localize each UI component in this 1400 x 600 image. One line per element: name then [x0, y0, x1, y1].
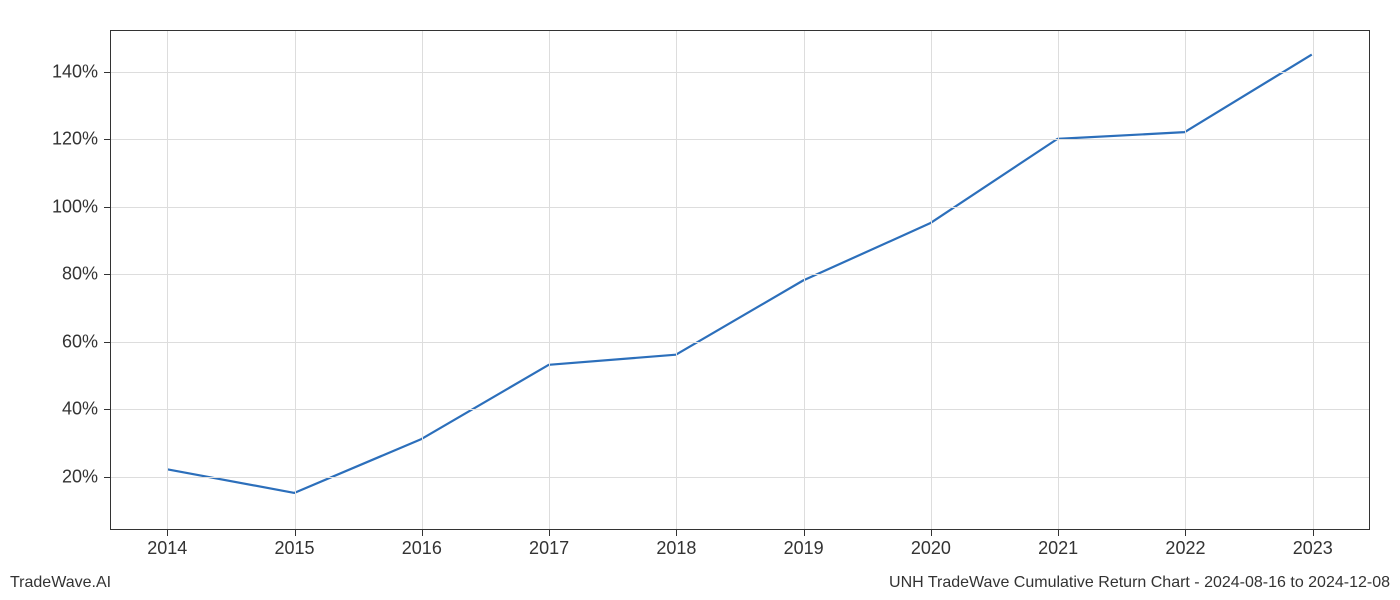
- x-tick-mark: [549, 530, 550, 536]
- grid-line-vertical: [167, 31, 168, 530]
- grid-line-horizontal: [110, 207, 1369, 208]
- grid-line-vertical: [549, 31, 550, 530]
- grid-line-vertical: [295, 31, 296, 530]
- x-tick-mark: [1313, 530, 1314, 536]
- grid-line-horizontal: [110, 409, 1369, 410]
- x-tick-label: 2015: [275, 538, 315, 559]
- grid-line-vertical: [1313, 31, 1314, 530]
- x-tick-label: 2016: [402, 538, 442, 559]
- x-tick-mark: [931, 530, 932, 536]
- bottom-spine: [110, 529, 1369, 530]
- line-chart-svg: [110, 31, 1369, 530]
- x-tick-label: 2014: [147, 538, 187, 559]
- y-tick-label: 80%: [62, 264, 98, 285]
- grid-line-horizontal: [110, 477, 1369, 478]
- left-spine: [110, 31, 111, 530]
- chart-container: 2014201520162017201820192020202120222023…: [110, 30, 1370, 530]
- x-tick-label: 2021: [1038, 538, 1078, 559]
- grid-line-vertical: [676, 31, 677, 530]
- x-tick-mark: [1185, 530, 1186, 536]
- grid-line-vertical: [931, 31, 932, 530]
- grid-line-horizontal: [110, 274, 1369, 275]
- grid-line-vertical: [422, 31, 423, 530]
- y-tick-label: 100%: [52, 196, 98, 217]
- grid-line-horizontal: [110, 342, 1369, 343]
- grid-line-vertical: [1058, 31, 1059, 530]
- x-tick-label: 2020: [911, 538, 951, 559]
- x-tick-label: 2023: [1293, 538, 1333, 559]
- x-tick-label: 2019: [784, 538, 824, 559]
- x-tick-mark: [167, 530, 168, 536]
- footer-right-text: UNH TradeWave Cumulative Return Chart - …: [889, 574, 1390, 592]
- y-tick-label: 60%: [62, 331, 98, 352]
- y-tick-label: 120%: [52, 129, 98, 150]
- y-tick-label: 40%: [62, 399, 98, 420]
- x-tick-mark: [422, 530, 423, 536]
- x-tick-mark: [676, 530, 677, 536]
- x-tick-mark: [1058, 530, 1059, 536]
- grid-line-vertical: [1185, 31, 1186, 530]
- footer-left-text: TradeWave.AI: [10, 574, 111, 592]
- x-tick-label: 2022: [1165, 538, 1205, 559]
- grid-line-horizontal: [110, 72, 1369, 73]
- grid-line-horizontal: [110, 139, 1369, 140]
- plot-area: 2014201520162017201820192020202120222023…: [110, 30, 1370, 530]
- y-tick-label: 20%: [62, 466, 98, 487]
- x-tick-label: 2018: [656, 538, 696, 559]
- x-tick-mark: [295, 530, 296, 536]
- x-tick-mark: [804, 530, 805, 536]
- grid-line-vertical: [804, 31, 805, 530]
- x-tick-label: 2017: [529, 538, 569, 559]
- y-tick-label: 140%: [52, 61, 98, 82]
